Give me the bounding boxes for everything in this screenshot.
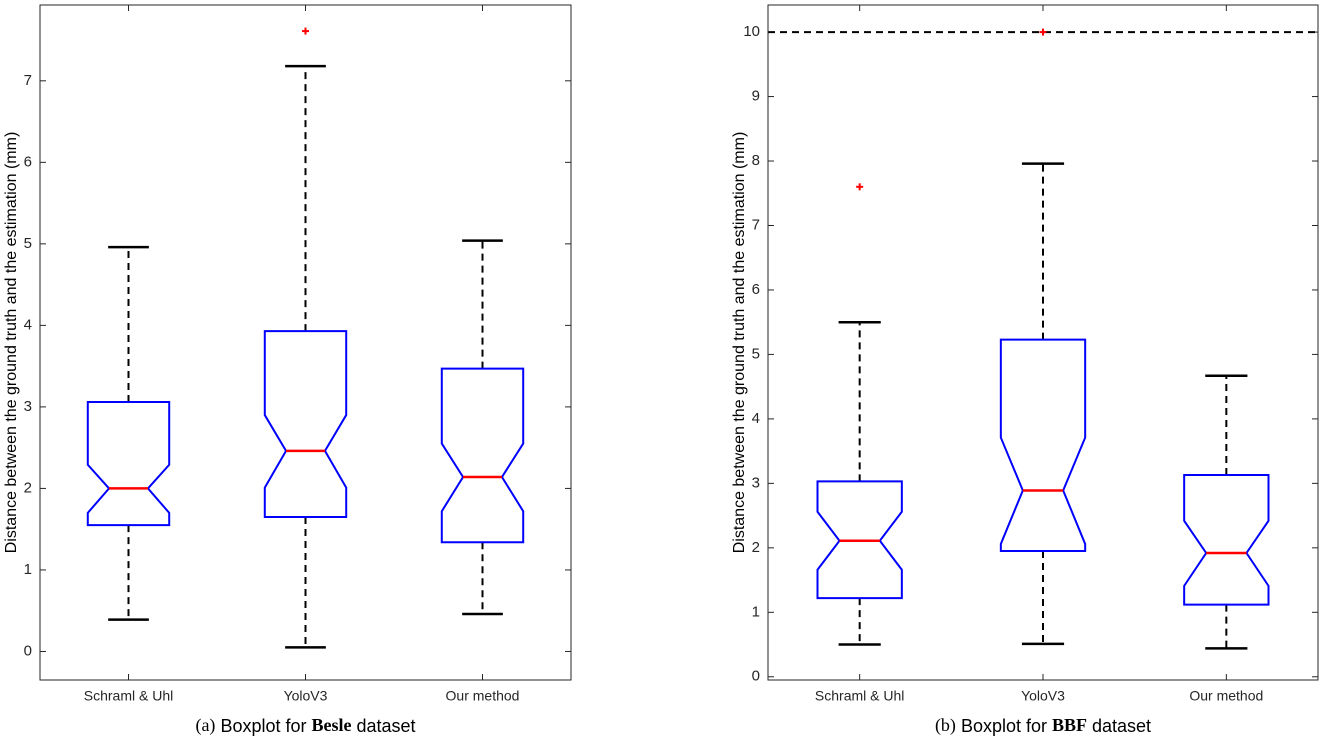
box [999,338,1087,553]
outlier [1039,28,1047,36]
x-tick-label: Our method [446,688,520,704]
box [263,330,348,518]
y-tick-label: 5 [24,235,32,252]
outlier [856,183,864,191]
y-tick-label: 3 [24,398,32,415]
x-tick-label: Schraml & Uhl [84,688,173,704]
box [1183,473,1270,606]
axes-box [39,4,572,681]
caption-part: dataset [356,716,415,736]
y-tick-label: 0 [752,668,760,685]
y-axis-label: Distance between the ground truth and th… [3,132,20,554]
box [86,401,171,527]
y-tick-label: 3 [752,474,760,491]
y-tick-label: 1 [752,603,760,620]
outlier [302,27,309,35]
y-tick-label: 6 [752,281,760,298]
y-axis-label: Distance between the ground truth and th… [731,132,748,554]
y-tick-label: 2 [24,479,32,496]
caption-part: dataset [1092,716,1151,736]
y-tick-label: 0 [24,642,32,659]
y-tick-label: 4 [24,316,32,333]
x-tick-label: Our method [1189,688,1263,704]
y-tick-label: 1 [24,561,32,578]
caption: (b) Boxplot for BBF dataset [935,715,1151,736]
caption-part: (a) [195,715,215,736]
x-tick-label: Schraml & Uhl [815,688,904,704]
caption-part: Boxplot for [961,716,1047,736]
caption-part: (b) [935,715,956,736]
caption-part: Besle [311,715,351,735]
y-tick-label: 2 [752,539,760,556]
x-tick-label: YoloV3 [284,688,328,704]
y-tick-label: 4 [752,410,760,427]
box [816,480,903,600]
y-tick-label: 9 [752,88,760,105]
y-tick-label: 8 [752,152,760,169]
y-tick-label: 7 [24,72,32,89]
caption-part: Boxplot for [220,716,306,736]
caption-part: BBF [1052,715,1087,735]
y-tick-label: 10 [743,23,760,40]
axes-box [767,4,1319,681]
y-tick-label: 7 [752,216,760,233]
x-tick-label: YoloV3 [1021,688,1065,704]
box [440,367,525,544]
caption: (a) Boxplot for Besle dataset [195,715,415,736]
y-tick-label: 6 [24,153,32,170]
y-tick-label: 5 [752,345,760,362]
